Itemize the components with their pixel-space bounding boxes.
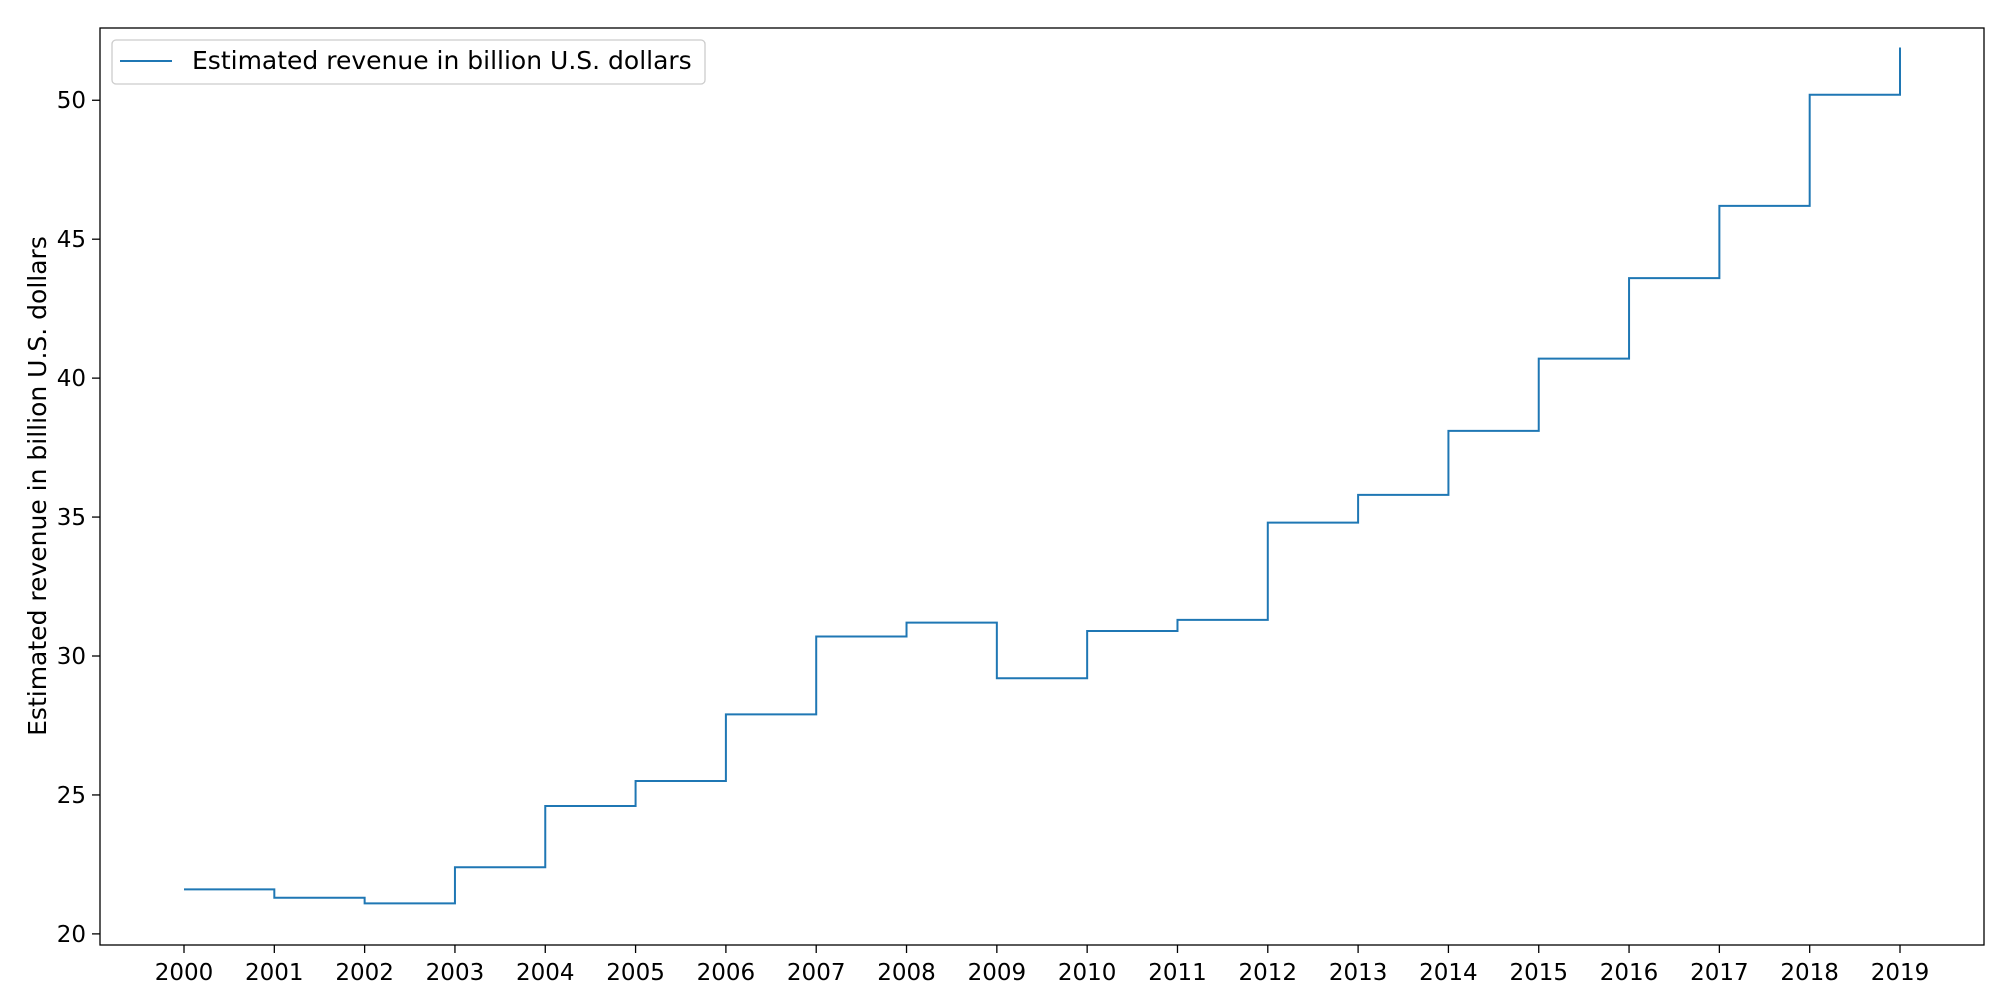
x-tick-label: 2009 — [968, 960, 1027, 986]
y-axis-title: Estimated revenue in billion U.S. dollar… — [23, 236, 52, 736]
x-tick-label: 2007 — [787, 960, 846, 986]
legend-label: Estimated revenue in billion U.S. dollar… — [192, 46, 692, 75]
x-tick-label: 2012 — [1239, 960, 1298, 986]
x-tick-label: 2008 — [877, 960, 936, 986]
y-tick-label: 25 — [57, 783, 86, 809]
legend: Estimated revenue in billion U.S. dollar… — [111, 39, 706, 85]
plot-area — [99, 27, 1985, 946]
x-tick-label: 2005 — [606, 960, 665, 986]
x-tick-label: 2004 — [516, 960, 575, 986]
x-tick-label: 2018 — [1780, 960, 1839, 986]
series-line — [184, 47, 1901, 905]
x-tick-label: 2011 — [1148, 960, 1207, 986]
x-tick-label: 2014 — [1419, 960, 1478, 986]
y-tick-label: 50 — [57, 88, 86, 114]
x-tick-label: 2002 — [335, 960, 394, 986]
y-tick-label: 30 — [57, 644, 86, 670]
y-tick-label: 20 — [57, 922, 86, 948]
y-axis: 20 25 30 35 40 45 50 — [57, 88, 100, 948]
x-tick-label: 2016 — [1600, 960, 1659, 986]
x-tick-label: 2000 — [155, 960, 214, 986]
x-tick-label: 2003 — [426, 960, 485, 986]
x-tick-label: 2017 — [1690, 960, 1749, 986]
x-tick-label: 2006 — [697, 960, 756, 986]
x-tick-label: 2015 — [1509, 960, 1568, 986]
x-tick-label: 2013 — [1329, 960, 1388, 986]
y-tick-label: 45 — [57, 227, 86, 253]
x-tick-label: 2001 — [245, 960, 304, 986]
x-axis: 2000 2001 2002 2003 2004 2005 2006 2007 2008 2009… — [155, 945, 1930, 986]
y-tick-label: 35 — [57, 505, 86, 531]
legend-box — [111, 39, 706, 85]
y-tick-label: 40 — [57, 366, 86, 392]
x-tick-label: 2010 — [1058, 960, 1117, 986]
x-tick-label: 2019 — [1871, 960, 1930, 986]
